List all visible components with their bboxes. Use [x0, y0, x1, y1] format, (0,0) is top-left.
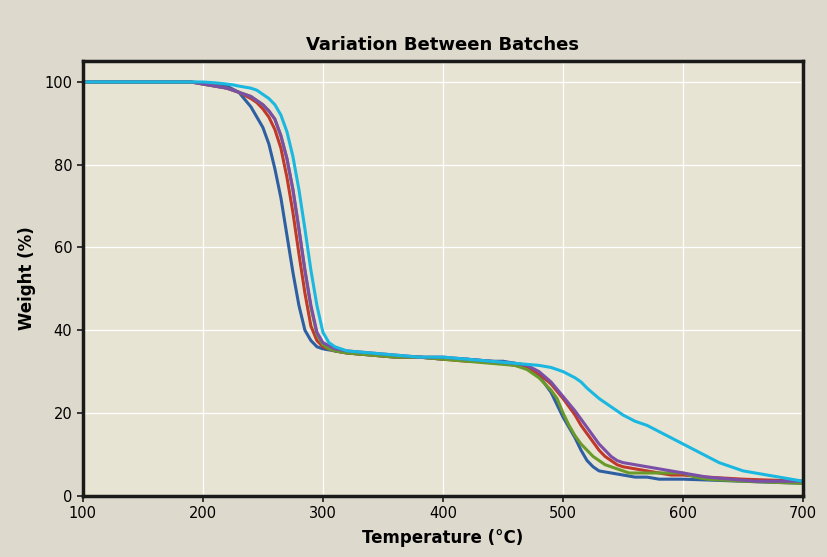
Y-axis label: Weight (%): Weight (%)	[18, 227, 36, 330]
Title: Variation Between Batches: Variation Between Batches	[306, 36, 579, 54]
X-axis label: Temperature (°C): Temperature (°C)	[362, 530, 523, 548]
